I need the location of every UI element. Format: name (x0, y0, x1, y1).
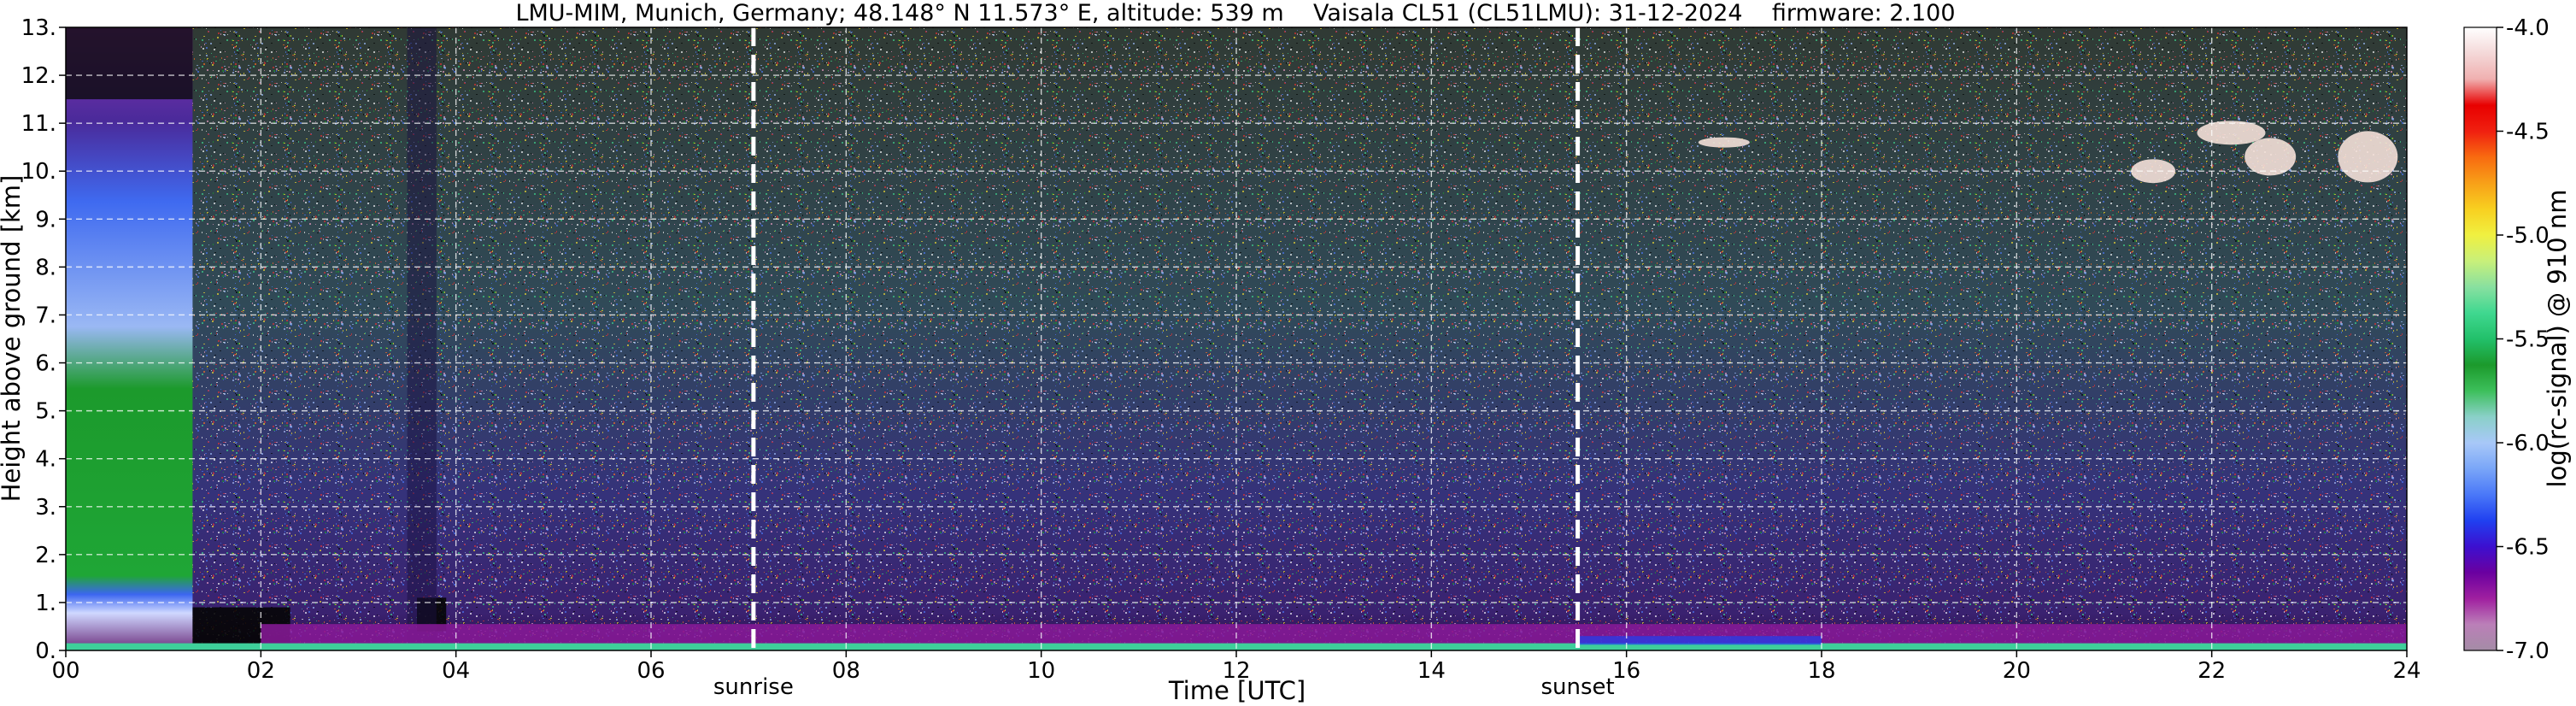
y-tick-label: 4. (35, 447, 56, 473)
early-dark-top (66, 27, 193, 100)
x-tick-label: 18 (1807, 658, 1835, 684)
grid (66, 27, 2407, 650)
x-tick-label: 22 (2198, 658, 2226, 684)
axes: 00 02 04 06 08 10 12 14 16 18 20 22 24 0. 1. 2. 3. 4. 5. 6.… (21, 15, 2421, 684)
marker-label-sunset: sunset (1540, 674, 1614, 700)
x-tick-label: 02 (247, 658, 275, 684)
cloud-patch (2338, 131, 2398, 183)
y-tick-label: 7. (35, 303, 56, 328)
colorbar-tick-label: -6.0 (2506, 431, 2550, 456)
y-tick-label: 9. (35, 207, 56, 232)
y-tick-label: 0. (35, 638, 56, 664)
y-tick-label: 6. (35, 351, 56, 377)
y-tick-label: 11. (21, 111, 56, 137)
y-tick-label: 1. (35, 591, 56, 616)
colorbar-bar (2463, 26, 2497, 651)
colorbar-tick-label: -6.5 (2506, 535, 2550, 561)
colorbar: -4.0 -4.5 -5.0 -5.5 -6.0 -6.5 -7.0 (2463, 15, 2550, 664)
x-tick-label: 06 (637, 658, 665, 684)
x-axis-label: Time [UTC] (1168, 676, 1306, 705)
cloud-patch (2197, 121, 2266, 145)
y-tick-label: 2. (35, 543, 56, 568)
chart-title: LMU-MIM, Munich, Germany; 48.148° N 11.5… (515, 0, 1955, 26)
x-tick-label: 16 (1612, 658, 1640, 684)
colorbar-tick-label: -5.0 (2506, 223, 2550, 249)
colorbar-tick-label: -7.0 (2506, 638, 2550, 664)
cloud-patch (2244, 138, 2297, 176)
x-tick-label: 20 (2003, 658, 2031, 684)
colorbar-tick-label: -5.5 (2506, 327, 2550, 353)
y-tick-label: 5. (35, 399, 56, 425)
x-tick-label: 12 (1222, 658, 1250, 684)
x-tick-label: 10 (1027, 658, 1055, 684)
x-tick-label: 08 (832, 658, 860, 684)
event-markers: sunrise sunset (713, 27, 1615, 700)
boundary-layer-band (261, 624, 2407, 646)
cloud-patch (1698, 137, 1750, 148)
cloud-patch (2131, 159, 2176, 184)
x-tick-label: 14 (1417, 658, 1446, 684)
x-tick-label: 24 (2392, 658, 2421, 684)
colorbar-label: log(rc-signal) @ 910 nm (2543, 190, 2572, 488)
y-axis-label: Height above ground [km] (0, 175, 26, 503)
colorbar-tick-label: -4.0 (2506, 15, 2550, 41)
y-tick-label: 10. (21, 159, 56, 185)
y-tick-label: 8. (35, 255, 56, 280)
vertical-streak (407, 27, 437, 650)
x-tick-label: 00 (51, 658, 79, 684)
colorbar-tick-label: -4.5 (2506, 120, 2550, 145)
evening-layer (1577, 636, 1822, 645)
marker-label-sunrise: sunrise (713, 674, 794, 700)
y-tick-label: 13. (21, 15, 56, 41)
early-backscatter-block (66, 27, 193, 650)
y-tick-label: 3. (35, 495, 56, 521)
y-tick-label: 12. (21, 63, 56, 89)
x-tick-label: 04 (442, 658, 470, 684)
